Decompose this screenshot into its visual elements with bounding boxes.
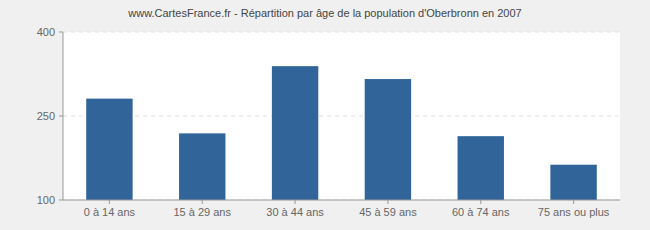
y-tick	[59, 116, 63, 117]
bars	[86, 66, 597, 200]
y-tick-label: 400	[37, 26, 55, 38]
x-tick	[295, 200, 296, 204]
y-tick	[59, 200, 63, 201]
x-tick	[387, 200, 388, 204]
bar	[179, 133, 225, 200]
grid-line	[63, 32, 620, 33]
title: www.CartesFrance.fr - Répartition par âg…	[127, 7, 521, 19]
y-tick-label: 100	[37, 194, 55, 206]
bar	[272, 66, 318, 200]
x-tick-label: 30 à 44 ans	[266, 206, 324, 218]
y-tick-label: 250	[37, 110, 55, 122]
x-tick	[202, 200, 203, 204]
x-tick	[109, 200, 110, 204]
grid-line	[63, 200, 620, 201]
y-axis	[63, 32, 64, 200]
chart-svg: www.CartesFrance.fr - Répartition par âg…	[0, 0, 650, 230]
bar	[86, 99, 132, 200]
x-tick-label: 0 à 14 ans	[84, 206, 136, 218]
plot-area	[63, 32, 620, 200]
x-tick-label: 45 à 59 ans	[359, 206, 417, 218]
chart-container: www.CartesFrance.fr - Répartition par âg…	[0, 0, 650, 230]
x-axis	[63, 200, 620, 201]
x-tick-label: 15 à 29 ans	[174, 206, 232, 218]
x-tick-label: 60 à 74 ans	[452, 206, 510, 218]
y-tick	[59, 32, 63, 33]
x-tick	[573, 200, 574, 204]
bar	[550, 165, 596, 200]
bar	[458, 136, 504, 200]
grid-line	[63, 116, 620, 117]
x-tick	[480, 200, 481, 204]
background	[0, 0, 650, 230]
bar	[365, 79, 411, 200]
x-tick-label: 75 ans ou plus	[538, 206, 610, 218]
